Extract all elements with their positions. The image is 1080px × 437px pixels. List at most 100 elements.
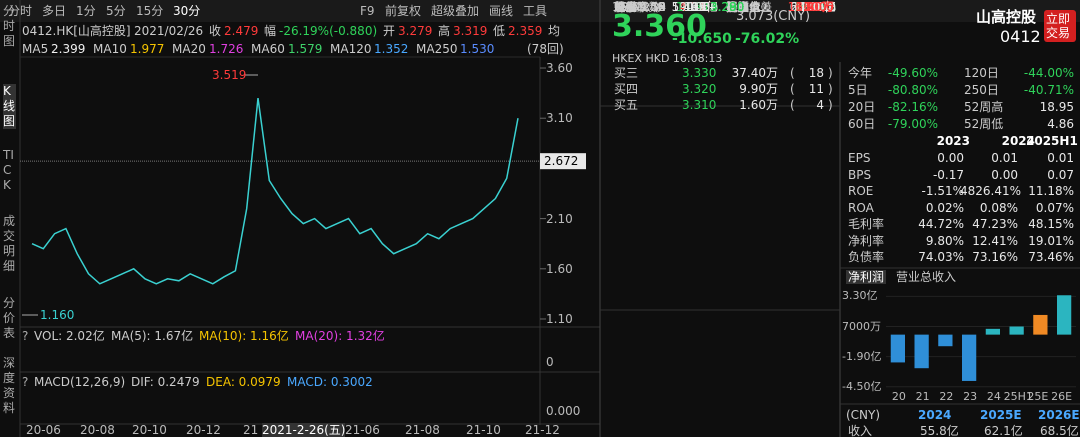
tab[interactable]: 营业总收入 xyxy=(896,270,957,284)
x-tick-label: 21-12 xyxy=(525,423,560,437)
label: 总市值① xyxy=(726,0,771,14)
label: 13 xyxy=(650,0,666,14)
annotation: 3.519 xyxy=(212,68,247,82)
label: ) xyxy=(828,82,833,96)
y-tick-label: 2.10 xyxy=(546,211,573,226)
price-line xyxy=(31,97,519,285)
label: EPS xyxy=(848,151,871,165)
label: 19.01% xyxy=(1028,233,1074,248)
price-cny: 3.073(CNY) xyxy=(736,9,811,24)
label: 0.07 xyxy=(1047,167,1074,182)
label: EPS™ xyxy=(614,0,648,14)
stock-code: 0412 xyxy=(1000,27,1041,46)
label: 4826.41% xyxy=(960,184,1022,198)
tab[interactable]: 多日 xyxy=(42,4,67,18)
legend-value: 2.399 xyxy=(51,42,86,56)
side-tab[interactable]: 深度资料 xyxy=(3,356,16,415)
label: 0.01 xyxy=(1047,151,1074,165)
bar xyxy=(1033,314,1048,335)
toolbar-bg xyxy=(0,0,1080,22)
x-tick-label: 2021-2-26(五) xyxy=(262,423,346,437)
tab[interactable]: 5分 xyxy=(106,4,126,18)
side-tab[interactable]: 分价表 xyxy=(3,296,16,340)
label: 18 xyxy=(808,66,824,80)
side-tab[interactable]: TICK xyxy=(3,148,14,192)
label: 68.5亿 xyxy=(1040,424,1079,437)
label: -- xyxy=(709,0,718,14)
label: 3.279 xyxy=(398,24,433,38)
tool[interactable]: 超级叠加 xyxy=(431,4,480,18)
label: 0.08 xyxy=(691,0,718,14)
label: ROA xyxy=(848,200,874,215)
trade-button-bg[interactable] xyxy=(1044,10,1076,42)
label: -1.51% xyxy=(921,184,964,198)
side-tab[interactable]: K线图 xyxy=(3,84,16,129)
label: MA(20): 1.32亿 xyxy=(295,329,385,343)
x-tick-label: 21 xyxy=(915,390,930,403)
tool[interactable]: 工具 xyxy=(523,4,548,18)
label: 开 xyxy=(383,24,396,38)
label: 3.290 xyxy=(710,0,745,14)
change-pct: -76.02% xyxy=(735,31,800,47)
legend-name: MA250 xyxy=(416,42,458,56)
label: 毛利率 xyxy=(848,217,885,231)
label: ( xyxy=(790,66,795,80)
label: 11.910 xyxy=(794,0,836,14)
label: 每手股数 xyxy=(614,0,660,14)
label: 39.9 xyxy=(691,0,718,14)
label: 9.90万 xyxy=(739,82,778,96)
y-tick-label: 3.30亿 xyxy=(842,289,878,303)
label: 3.290 xyxy=(710,0,745,14)
trade-button[interactable]: 立即交易 xyxy=(1046,12,1071,40)
side-tab[interactable]: 成交明细 xyxy=(3,214,16,273)
label: 3.280 xyxy=(710,0,745,14)
label: 流通值 xyxy=(726,0,761,14)
label: 20日 xyxy=(848,100,876,114)
tool[interactable]: F9 xyxy=(360,4,375,18)
label: 15:59:59 xyxy=(612,0,666,14)
label: 0.00 xyxy=(991,167,1018,182)
tab[interactable]: 30分 xyxy=(173,4,201,18)
label: MA(5): 1.67亿 xyxy=(111,329,194,343)
legend-name: MA5 xyxy=(22,42,49,56)
label: 0.010 xyxy=(801,0,836,14)
axis-label: 0 xyxy=(546,355,554,369)
label: 开盘 xyxy=(726,0,749,14)
label: 5 xyxy=(658,0,666,14)
label: 7000 xyxy=(803,0,834,14)
y-tick-label: 1.60 xyxy=(546,261,573,276)
tool[interactable]: 画线 xyxy=(489,4,514,18)
side-tab[interactable]: 分时图 xyxy=(3,4,16,48)
tool[interactable]: 前复权 xyxy=(385,4,422,18)
label: 买三 xyxy=(614,66,639,80)
label: 2.359 xyxy=(508,24,543,38)
tab[interactable]: 1分 xyxy=(76,4,96,18)
label: 12.96亿 xyxy=(671,0,718,14)
tab[interactable]: 15分 xyxy=(136,4,164,18)
label: 3.160 xyxy=(801,0,836,14)
annotation: 1.160 xyxy=(40,308,75,322)
label: 41.58 xyxy=(683,0,718,14)
y-tick-label: 7000万 xyxy=(842,319,881,333)
label: 13.80万 xyxy=(787,0,834,14)
col-header: 2023 xyxy=(936,134,970,148)
tab[interactable]: 分时 xyxy=(8,4,33,18)
x-tick-label: 25E xyxy=(1027,390,1049,403)
label: 4 xyxy=(658,0,666,14)
tab[interactable]: 净利润 xyxy=(846,270,887,284)
label: 11 xyxy=(808,82,824,96)
label: 量比 xyxy=(726,0,749,14)
x-tick-label: 26E xyxy=(1051,390,1073,403)
label: 21.52% xyxy=(790,0,836,14)
label: 3.290 xyxy=(710,0,745,14)
label: 47.23% xyxy=(972,217,1018,231)
col-header: 2025H1 xyxy=(1026,134,1078,148)
label: 15:59:58 xyxy=(612,0,666,14)
x-tick-label: 21 xyxy=(243,423,259,437)
label: DIF: 0.2479 xyxy=(131,375,200,389)
label: 74.03% xyxy=(918,250,964,264)
x-tick-label: 21-10 xyxy=(466,423,501,437)
label: 最高 xyxy=(614,0,637,14)
last-price: 2.672 xyxy=(544,154,579,169)
